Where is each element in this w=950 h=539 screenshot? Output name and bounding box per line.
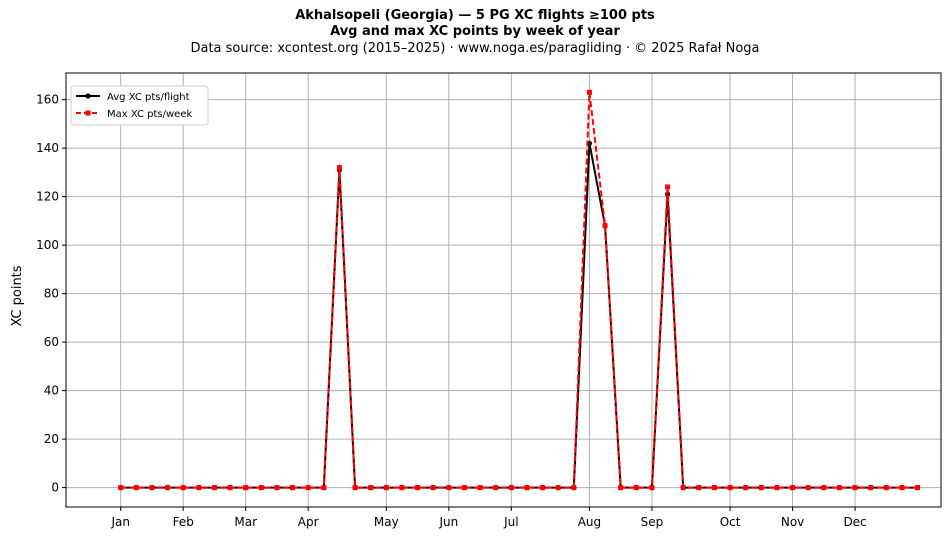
data-point-max xyxy=(305,485,311,491)
y-axis-label: XC points xyxy=(10,265,25,326)
data-point-max xyxy=(290,485,296,491)
data-point-max xyxy=(680,485,686,491)
x-tick-label: Apr xyxy=(298,515,319,529)
data-point-max xyxy=(383,485,389,491)
legend-label-max: Max XC pts/week xyxy=(107,109,192,120)
data-point-max xyxy=(821,485,827,491)
data-point-max xyxy=(352,485,358,491)
data-point-max xyxy=(508,485,514,491)
legend: Avg XC pts/flight Max XC pts/week xyxy=(70,85,209,126)
data-point-max xyxy=(665,184,671,190)
y-tick-label: 120 xyxy=(36,190,59,204)
x-tick-label: Jul xyxy=(503,515,518,529)
chart-title: Akhalsopeli (Georgia) — 5 PG XC flights … xyxy=(295,8,655,23)
data-point-max xyxy=(446,485,452,491)
data-point-max xyxy=(524,485,530,491)
y-tick-label: 80 xyxy=(44,287,59,301)
y-tick-label: 160 xyxy=(36,93,59,107)
data-point-max xyxy=(430,485,436,491)
data-point-max xyxy=(836,485,842,491)
data-point-max xyxy=(633,485,639,491)
y-tick-label: 140 xyxy=(36,141,59,155)
data-point-max xyxy=(133,485,139,491)
data-point-max xyxy=(196,485,202,491)
data-point-max xyxy=(227,485,233,491)
grid-lines xyxy=(66,73,941,507)
data-point-max xyxy=(696,485,702,491)
data-point-max xyxy=(727,485,733,491)
data-point-max xyxy=(852,485,858,491)
data-point-max xyxy=(571,485,577,491)
legend-box xyxy=(70,85,209,126)
data-point-max xyxy=(602,223,608,229)
x-tick-label: Oct xyxy=(720,515,741,529)
data-point-max xyxy=(805,485,811,491)
x-tick-label: Dec xyxy=(843,515,866,529)
data-point-max xyxy=(399,485,405,491)
data-point-max xyxy=(149,485,155,491)
data-point-max xyxy=(211,485,217,491)
data-point-max xyxy=(274,485,280,491)
x-tick-label: Nov xyxy=(781,515,804,529)
x-tick-label: May xyxy=(374,515,399,529)
x-tick-label: Aug xyxy=(578,515,601,529)
series-line-max xyxy=(120,91,918,489)
data-point-max xyxy=(711,485,717,491)
data-point-max xyxy=(883,485,889,491)
legend-marker-avg xyxy=(85,93,91,99)
x-tick-label: Jun xyxy=(438,515,458,529)
data-point-max xyxy=(118,485,124,491)
data-point-max xyxy=(774,485,780,491)
data-point-max xyxy=(758,485,764,491)
y-tick-label: 60 xyxy=(44,335,59,349)
data-point-max xyxy=(555,485,561,491)
data-point-max xyxy=(336,165,342,171)
data-point-max xyxy=(415,485,421,491)
data-point-max xyxy=(180,485,186,491)
y-tick-label: 100 xyxy=(36,238,59,252)
data-point-max xyxy=(868,485,874,491)
chart-subtitle: Avg and max XC points by week of year xyxy=(330,24,620,39)
data-point-max xyxy=(586,89,592,95)
data-point-max xyxy=(649,485,655,491)
data-point-max xyxy=(477,485,483,491)
series-line-avg xyxy=(120,142,918,489)
y-tick-label: 0 xyxy=(51,481,59,495)
y-tick-label: 40 xyxy=(44,384,59,398)
data-point-max xyxy=(915,485,921,491)
x-tick-label: Sep xyxy=(641,515,664,529)
legend-marker-max xyxy=(85,110,91,116)
y-tick-label: 20 xyxy=(44,432,59,446)
data-point-max xyxy=(461,485,467,491)
data-source-note: Data source: xcontest.org (2015–2025) · … xyxy=(190,41,760,56)
data-point-max xyxy=(258,485,264,491)
axis-ticks: 0 20 40 60 80 100 120 140 160 Jan Feb Mar Apr May Jun J… xyxy=(36,93,867,529)
data-point-max xyxy=(321,485,327,491)
data-point-max xyxy=(743,485,749,491)
data-point-max xyxy=(540,485,546,491)
data-point-max xyxy=(790,485,796,491)
plot-frame xyxy=(65,72,942,508)
x-tick-label: Feb xyxy=(173,515,194,529)
data-point-max xyxy=(493,485,499,491)
x-tick-label: Mar xyxy=(234,515,257,529)
data-point-max xyxy=(165,485,171,491)
data-point-max xyxy=(368,485,374,491)
series-layer xyxy=(118,89,921,491)
chart-titles: Akhalsopeli (Georgia) — 5 PG XC flights … xyxy=(0,8,950,57)
data-point-max xyxy=(618,485,624,491)
x-tick-label: Jan xyxy=(110,515,130,529)
data-point-max xyxy=(243,485,249,491)
legend-label-avg: Avg XC pts/flight xyxy=(107,92,190,103)
data-point-max xyxy=(899,485,905,491)
